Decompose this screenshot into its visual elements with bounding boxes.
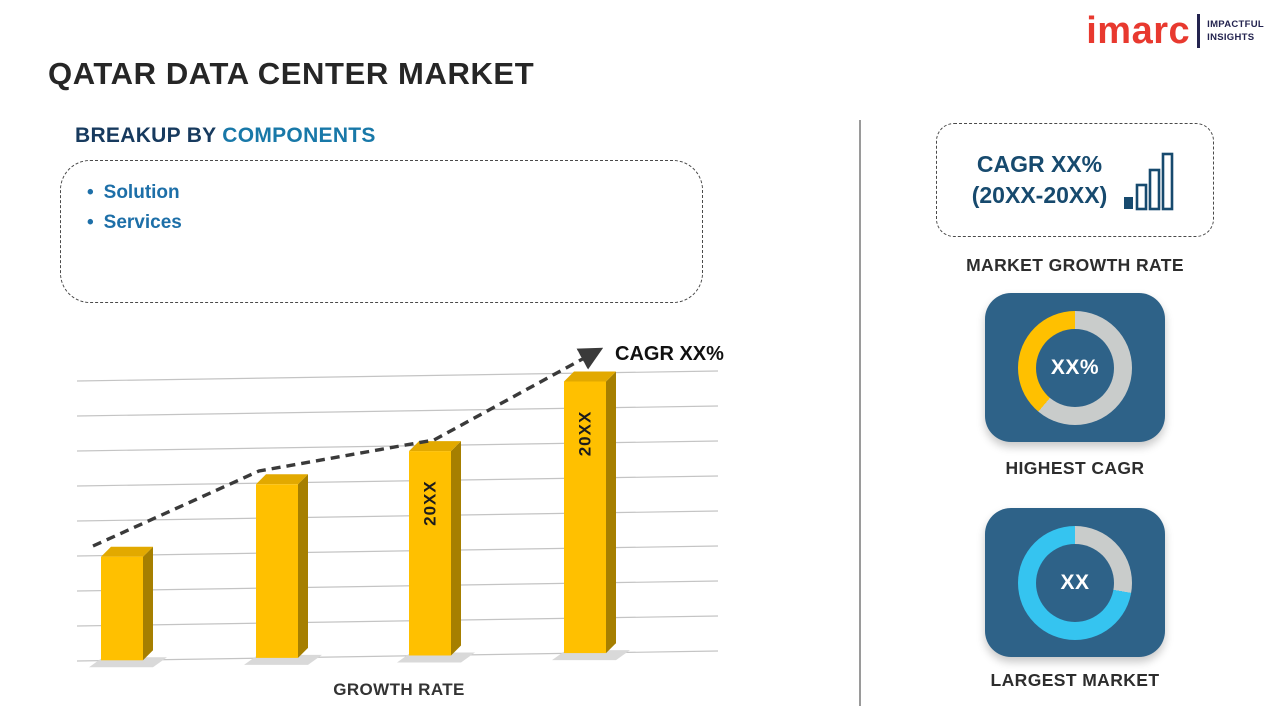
cagr-annotation: CAGR XX% <box>615 343 724 365</box>
chart-gridlines <box>76 370 719 662</box>
breakup-heading-highlight: COMPONENTS <box>222 124 376 147</box>
bar-chart-icon <box>1124 152 1174 211</box>
breakup-heading: BREAKUP BY COMPONENTS <box>75 124 376 148</box>
largest-market-card: XX <box>985 508 1165 657</box>
divider <box>859 120 861 706</box>
largest-market-value: XX <box>1060 570 1090 594</box>
logo-tagline-line1: IMPACTFUL <box>1207 19 1264 31</box>
trend-arrow-line <box>92 347 604 548</box>
cagr-box: CAGR XX% (20XX-20XX) <box>936 123 1214 237</box>
largest-market-donut-center: XX <box>1036 543 1114 622</box>
breakup-item: Solution <box>87 178 676 208</box>
imarc-logo: imarc IMPACTFUL INSIGHTS <box>1086 10 1264 52</box>
chart-bars: 20XX 20XX <box>89 371 630 668</box>
largest-market-donut: XX <box>1018 525 1132 640</box>
cagr-box-text: CAGR XX% (20XX-20XX) <box>972 149 1108 211</box>
largest-market-label: LARGEST MARKET <box>990 670 1160 690</box>
breakup-item: Services <box>87 208 676 238</box>
breakup-box: SolutionServices <box>60 160 703 303</box>
logo-tagline: IMPACTFUL INSIGHTS <box>1207 20 1264 42</box>
highest-cagr-value: XX% <box>1050 355 1100 379</box>
logo-tagline-line2: INSIGHTS <box>1207 31 1255 43</box>
highest-cagr-donut-center: XX% <box>1036 328 1114 407</box>
breakup-list: SolutionServices <box>87 178 676 238</box>
highest-cagr-label: HIGHEST CAGR <box>1005 458 1145 478</box>
growth-bar-chart: 20XX 20XX CAGR XX% <box>63 338 735 670</box>
bar-label: 20XX <box>576 411 595 457</box>
cagr-value-text: CAGR XX% <box>976 150 1103 177</box>
chart-x-label: GROWTH RATE <box>333 680 465 699</box>
logo-divider <box>1197 14 1201 49</box>
breakup-heading-prefix: BREAKUP BY <box>75 124 217 147</box>
bar-label: 20XX <box>421 480 440 526</box>
cagr-period-text: (20XX-20XX) <box>971 182 1108 208</box>
logo-brand-text: imarc <box>1086 10 1191 52</box>
page-title: QATAR DATA CENTER MARKET <box>48 56 535 91</box>
growth-bar-chart-svg: 20XX 20XX CAGR XX% <box>76 343 724 668</box>
highest-cagr-donut: XX% <box>1018 310 1132 425</box>
trend-arrow: CAGR XX% <box>92 343 724 548</box>
highest-cagr-card: XX% <box>985 293 1165 442</box>
market-growth-label: MARKET GROWTH RATE <box>966 255 1184 275</box>
